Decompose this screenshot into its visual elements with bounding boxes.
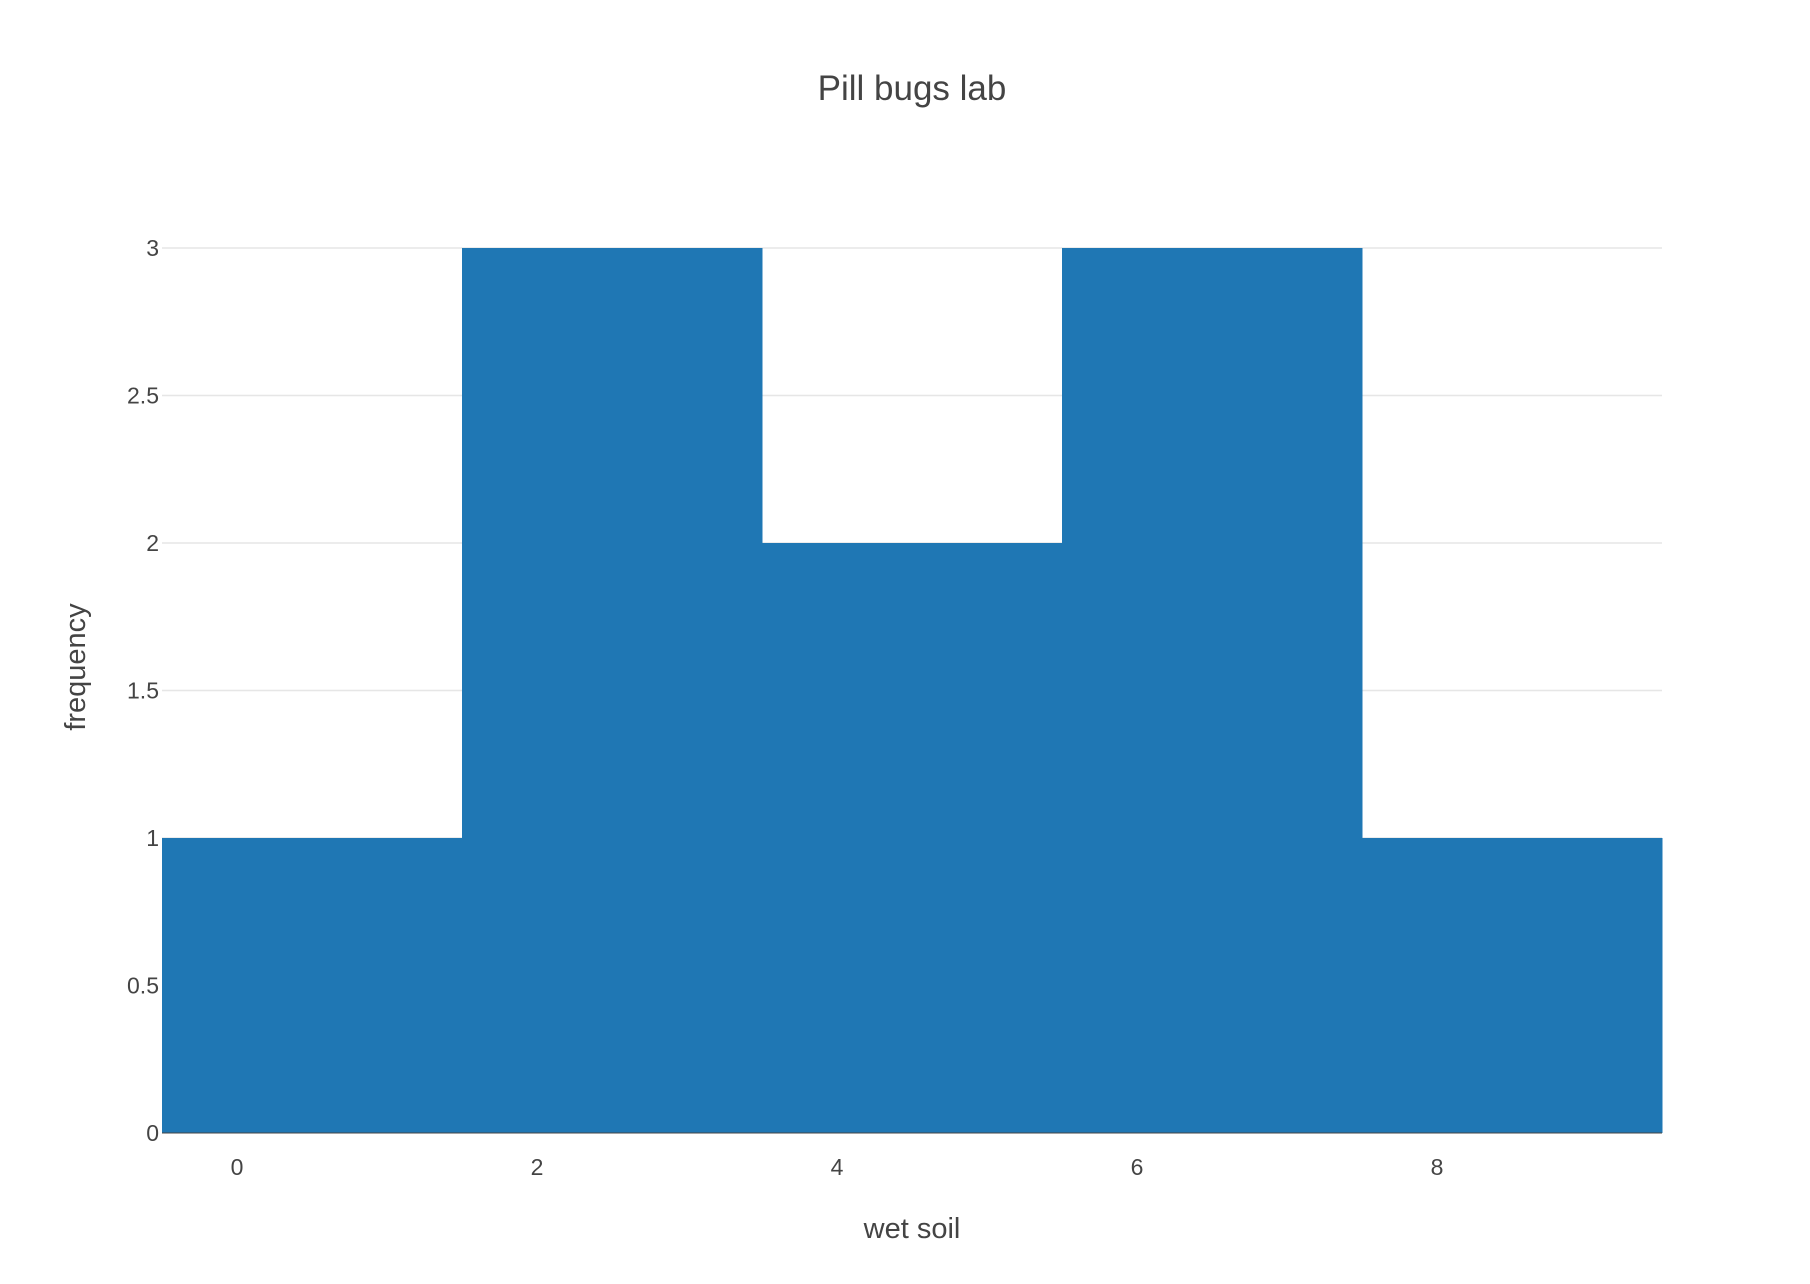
x-tick-label: 6 (1131, 1154, 1144, 1180)
x-tick-label: 2 (531, 1154, 544, 1180)
y-tick-label: 1 (146, 825, 159, 851)
histogram-bar[interactable] (462, 248, 763, 1133)
y-axis-title: frequency (60, 603, 92, 731)
y-tick-labels: 0 0.5 1 1.5 2 2.5 3 (127, 235, 159, 1146)
chart-title: Pill bugs lab (818, 69, 1007, 108)
y-tick-label: 3 (146, 235, 159, 261)
x-tick-labels: 0 2 4 6 8 (231, 1154, 1444, 1180)
x-tick-label: 0 (231, 1154, 244, 1180)
x-tick-label: 8 (1431, 1154, 1444, 1180)
histogram-bar[interactable] (1062, 248, 1363, 1133)
y-tick-label: 2 (146, 530, 159, 556)
y-tick-label: 0.5 (127, 973, 159, 999)
y-tick-label: 0 (146, 1120, 159, 1146)
y-tick-label: 2.5 (127, 383, 159, 409)
histogram-bar[interactable] (162, 838, 463, 1133)
histogram-bar[interactable] (1362, 838, 1663, 1133)
y-tick-label: 1.5 (127, 678, 159, 704)
x-tick-label: 4 (831, 1154, 844, 1180)
histogram-bar[interactable] (762, 543, 1063, 1133)
x-axis-title: wet soil (863, 1213, 961, 1245)
bars (162, 248, 1663, 1134)
